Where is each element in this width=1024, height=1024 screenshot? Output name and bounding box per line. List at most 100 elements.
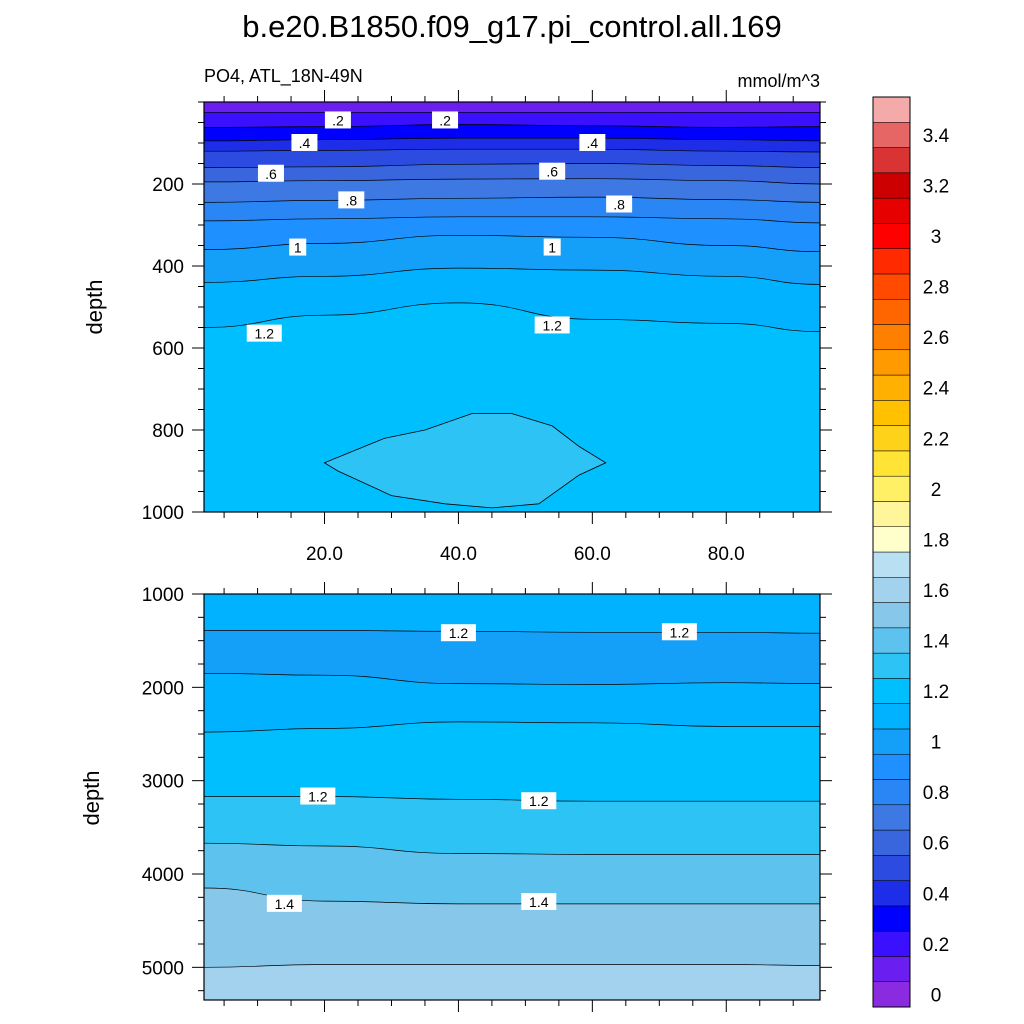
upper-contour-label: .2 [332, 112, 344, 128]
upper-contour-label-box [324, 111, 351, 129]
upper-panel: .2 .2 .4 .4 .6 .6 .8 .8 1 1 1.2 1.2 200 400 600 800 1000 [142, 90, 832, 524]
colorbar-label: 0 [931, 985, 942, 1006]
lower-contour-label-box [661, 623, 697, 641]
lower-contour-label: 1.2 [670, 624, 690, 640]
lower-contour-label: 1.4 [275, 896, 295, 912]
upper-contour-label-box [543, 238, 561, 256]
colorbar-label: 2.6 [923, 328, 949, 349]
colorbar-swatch [872, 804, 911, 831]
upper-band-fill [204, 102, 820, 113]
upper-contour-label: .4 [587, 135, 599, 151]
lower-y-tick-label: 2000 [142, 678, 184, 699]
upper-contour-label: .8 [613, 197, 625, 213]
colorbar-swatch [872, 753, 911, 780]
colorbar-swatch [872, 122, 911, 148]
lower-panel: 1.2 1.2 1.2 1.2 1.4 1.4 1000 2000 3000 4000 5000 [142, 582, 832, 1012]
colorbar-swatch [872, 652, 911, 679]
colorbar-swatch [872, 273, 911, 300]
colorbar-swatch [872, 526, 911, 553]
colorbar-swatch [872, 425, 911, 452]
lower-contour-line [204, 630, 821, 634]
lower-band-fill [204, 964, 820, 1000]
colorbar-swatch [872, 981, 911, 1008]
x-tick-label: 80.0 [708, 544, 745, 565]
colorbar-swatch [872, 577, 911, 603]
colorbar-swatch [872, 374, 911, 401]
upper-contour-label-box [579, 134, 606, 151]
upper-contour-label-box [432, 111, 459, 129]
colorbar-label: 3.2 [923, 176, 949, 197]
colorbar-label: 0.6 [923, 834, 949, 855]
colorbar-swatch [872, 956, 911, 982]
upper-contour-label-box [291, 134, 318, 151]
upper-contour-label: .6 [546, 164, 558, 180]
upper-contour-label: 1.2 [542, 317, 562, 333]
colorbar-label: 2 [931, 480, 942, 501]
upper-ylabel: depth [82, 279, 107, 334]
colorbar-swatch [872, 779, 911, 806]
upper-contour-label-box [338, 191, 365, 209]
lower-contour-label-box [300, 787, 336, 805]
colorbar-swatch [872, 678, 911, 704]
x-tick-label: 40.0 [440, 544, 477, 565]
colorbar-label: 2.4 [923, 379, 950, 400]
lower-frame [203, 593, 821, 1001]
colorbar-label: 2.8 [923, 278, 949, 299]
x-tick-label: 20.0 [306, 544, 343, 565]
lower-contour-line [203, 672, 821, 685]
upper-contour-label: .6 [265, 166, 277, 182]
colorbar-swatch [872, 501, 911, 527]
upper-contour-line [203, 302, 821, 332]
colorbar-swatch [872, 172, 911, 199]
chart-title: b.e20.B1850.f09_g17.pi_control.all.169 [242, 9, 782, 44]
colorbar-swatch [872, 602, 911, 629]
upper-y-tick-label: 200 [152, 175, 184, 196]
colorbar-swatch [872, 324, 911, 351]
lower-contour-line [203, 964, 821, 968]
lower-contour-label-box [440, 624, 476, 642]
upper-closed-contour [323, 413, 607, 509]
lower-contour-label-box [521, 792, 557, 810]
upper-contour-line [203, 216, 821, 224]
lower-contour-label: 1.2 [308, 789, 328, 805]
upper-contour-line [203, 163, 821, 168]
upper-contour-label-box [606, 195, 633, 213]
colorbar-swatch [872, 728, 911, 755]
upper-y-tick-label: 1000 [142, 503, 184, 524]
x-tick-label: 60.0 [574, 544, 611, 565]
colorbar-label: 1.4 [923, 631, 950, 652]
lower-contour-label-box [521, 893, 557, 910]
upper-contour-label: 1 [548, 240, 556, 256]
colorbar-swatch [872, 829, 911, 856]
colorbar-frame [872, 96, 911, 1008]
lower-contour-label: 1.4 [529, 894, 549, 910]
lower-y-tick-label: 5000 [142, 958, 184, 979]
upper-contour-line [203, 196, 821, 203]
colorbar-swatch [872, 349, 911, 376]
upper-contour-label: 1 [294, 240, 302, 256]
lower-ylabel: depth [79, 770, 104, 825]
upper-contour-line [203, 124, 821, 128]
units-label: mmol/m^3 [738, 71, 820, 91]
colorbar-swatch [872, 880, 911, 907]
colorbar-label: 0.4 [923, 884, 950, 905]
upper-contour-label: .2 [439, 112, 451, 128]
upper-y-tick-label: 800 [152, 421, 184, 442]
upper-contour-label-box [539, 162, 566, 180]
colorbar-label: 1 [931, 733, 942, 754]
colorbar-label: 3.4 [923, 126, 950, 147]
colorbar-swatch [872, 475, 911, 502]
colorbar-label: 1.6 [923, 581, 949, 602]
upper-contour-label-box [257, 164, 284, 182]
colorbar-swatch [872, 298, 911, 325]
colorbar-swatch [872, 197, 911, 224]
upper-contour-label-box [534, 316, 570, 334]
lower-y-tick-label: 4000 [142, 865, 184, 886]
lower-y-tick-label: 1000 [142, 585, 184, 606]
colorbar-label: 3 [931, 227, 942, 248]
colorbar-swatch [872, 855, 911, 881]
lower-contour-label-box [266, 894, 302, 912]
upper-contour-label: 1.2 [255, 326, 275, 342]
lower-y-tick-label: 3000 [142, 772, 184, 793]
